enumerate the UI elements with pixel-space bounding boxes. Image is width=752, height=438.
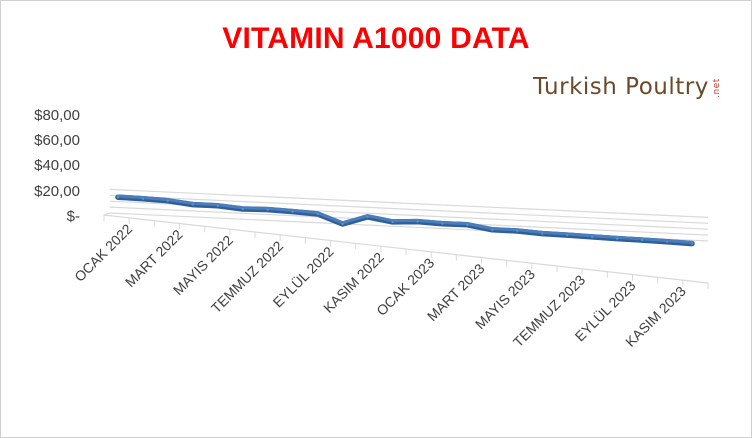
data-point	[516, 229, 519, 233]
data-point	[241, 207, 244, 211]
data-point	[466, 223, 469, 227]
y-tick-label: $-	[67, 208, 80, 225]
data-point	[615, 237, 619, 240]
data-point	[291, 210, 294, 213]
data-point	[491, 228, 494, 232]
data-point	[665, 240, 669, 244]
data-point	[640, 238, 644, 242]
logo-text: Turkish Poultry	[533, 74, 709, 100]
data-point	[341, 222, 344, 226]
gridline	[109, 194, 709, 224]
data-point	[690, 242, 694, 245]
x-axis	[103, 214, 709, 289]
series-lines	[115, 194, 695, 247]
data-point	[166, 199, 170, 202]
data-point	[391, 220, 394, 224]
y-tick-label: $20,00	[34, 183, 80, 200]
data-point	[116, 196, 120, 199]
gridlines	[103, 188, 709, 242]
data-point	[541, 232, 544, 235]
data-point	[590, 235, 594, 239]
data-point	[366, 215, 369, 219]
data-point	[566, 233, 569, 237]
series-line	[116, 194, 694, 244]
turkish-poultry-logo: Turkish Poultry .net	[533, 74, 727, 100]
y-tick-label: $40,00	[34, 157, 80, 174]
data-point	[316, 212, 319, 216]
data-point	[141, 197, 145, 200]
data-point	[191, 203, 195, 206]
data-point	[441, 222, 444, 225]
data-point	[416, 220, 419, 223]
gridline	[109, 188, 709, 218]
data-point	[266, 208, 269, 211]
data-point	[216, 204, 220, 207]
y-axis-tick-labels: $80,00 $60,00 $40,00 $20,00 $-	[34, 107, 80, 225]
chart-title: VITAMIN A1000 DATA	[222, 22, 530, 55]
y-tick-label: $60,00	[34, 132, 80, 149]
y-tick-label: $80,00	[34, 107, 80, 124]
